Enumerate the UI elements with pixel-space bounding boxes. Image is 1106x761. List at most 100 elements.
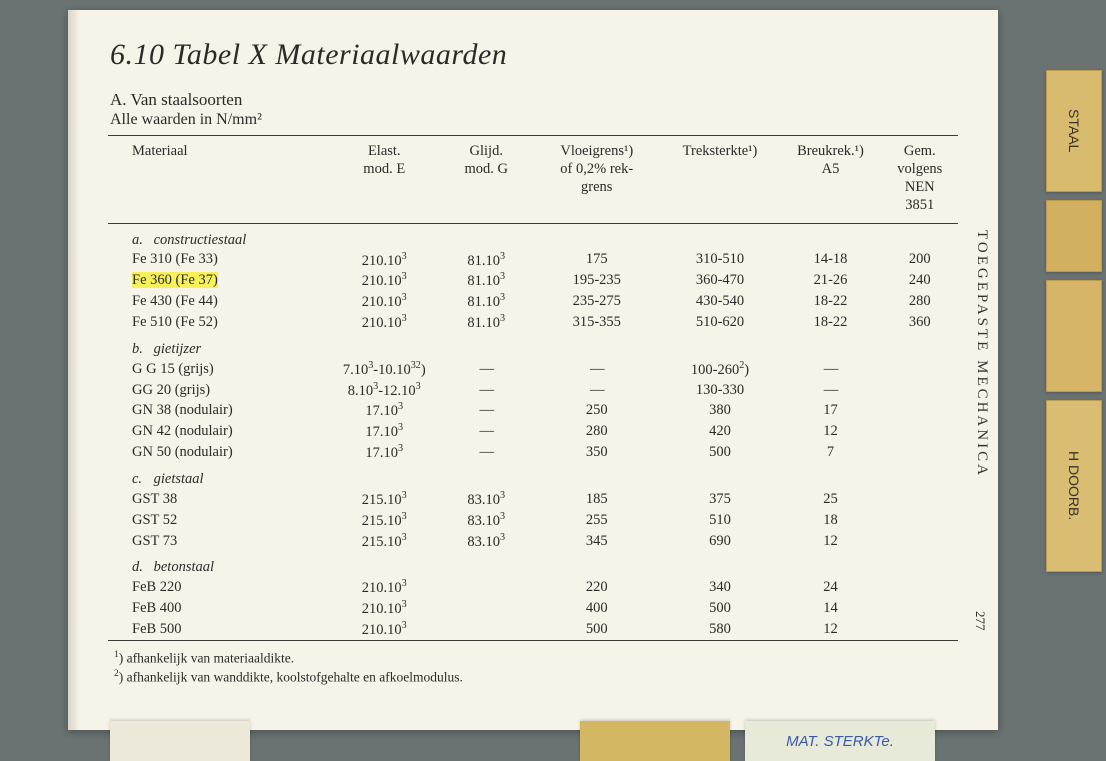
- table-cell: Fe 430 (Fe 44): [108, 291, 329, 312]
- footnote: 2) afhankelijk van wanddikte, koolstofge…: [114, 668, 958, 687]
- index-tab-bottom[interactable]: [110, 721, 250, 761]
- table-cell: 220: [533, 577, 661, 598]
- table-cell: 100-2602): [661, 359, 780, 380]
- table-cell: [882, 442, 959, 463]
- table-row: FeB 500210.103 50058012: [108, 619, 958, 640]
- table-row: GST 52215.10383.10325551018: [108, 510, 958, 531]
- table-cell: 340: [661, 577, 780, 598]
- index-tab-bottom[interactable]: [580, 721, 730, 761]
- table-cell: [882, 598, 959, 619]
- table-cell: 255: [533, 510, 661, 531]
- table-cell: 18-22: [780, 291, 882, 312]
- table-cell: GST 73: [108, 531, 329, 552]
- table-row: GG 20 (grijs)8.103-12.103——130-330—: [108, 380, 958, 401]
- table-cell: 130-330: [661, 380, 780, 401]
- table-cell: GST 52: [108, 510, 329, 531]
- table-cell: 25: [780, 489, 882, 510]
- table-cell: FeB 500: [108, 619, 329, 640]
- table-cell: 7: [780, 442, 882, 463]
- table-cell: 12: [780, 619, 882, 640]
- index-tab[interactable]: STAAL: [1046, 70, 1102, 192]
- table-cell: [440, 619, 534, 640]
- index-tab[interactable]: H DOORB.: [1046, 400, 1102, 572]
- index-tab[interactable]: [1046, 280, 1102, 392]
- table-cell: FeB 220: [108, 577, 329, 598]
- table-cell: 690: [661, 531, 780, 552]
- table-cell: 400: [533, 598, 661, 619]
- table-cell: 17.103: [329, 421, 440, 442]
- table-cell: [440, 598, 534, 619]
- table-cell: 215.103: [329, 489, 440, 510]
- table-cell: [882, 400, 959, 421]
- table-cell: 235-275: [533, 291, 661, 312]
- table-cell: 81.103: [440, 250, 534, 271]
- table-cell: 215.103: [329, 531, 440, 552]
- table-cell: 215.103: [329, 510, 440, 531]
- table-cell: 500: [533, 619, 661, 640]
- page-title: 6.10 Tabel X Materiaalwaarden: [110, 38, 958, 72]
- table-cell: GST 38: [108, 489, 329, 510]
- table-cell: 18-22: [780, 312, 882, 333]
- section-header: b. gietijzer: [108, 333, 958, 359]
- table-row: Fe 360 (Fe 37)210.10381.103195-235360-47…: [108, 270, 958, 291]
- table-cell: [882, 489, 959, 510]
- table-cell: 17.103: [329, 442, 440, 463]
- table-cell: 24: [780, 577, 882, 598]
- index-tab[interactable]: [1046, 200, 1102, 272]
- column-header: Glijd.mod. G: [440, 136, 534, 224]
- table-cell: —: [533, 359, 661, 380]
- table-row: GST 38215.10383.10318537525: [108, 489, 958, 510]
- table-cell: GG 20 (grijs): [108, 380, 329, 401]
- table-cell: 580: [661, 619, 780, 640]
- table-row: FeB 220210.103 22034024: [108, 577, 958, 598]
- table-row: FeB 400210.10340050014: [108, 598, 958, 619]
- column-header: Gem.volgensNEN3851: [882, 136, 959, 224]
- table-cell: —: [440, 359, 534, 380]
- table-cell: 280: [882, 291, 959, 312]
- table-cell: 310-510: [661, 250, 780, 271]
- table-cell: 350: [533, 442, 661, 463]
- table-row: Fe 510 (Fe 52)210.10381.103315-355510-62…: [108, 312, 958, 333]
- table-cell: 17.103: [329, 400, 440, 421]
- table-cell: 81.103: [440, 291, 534, 312]
- table-cell: —: [440, 421, 534, 442]
- table-row: Fe 310 (Fe 33)210.10381.103175310-51014-…: [108, 250, 958, 271]
- index-tab-bottom[interactable]: MAT. STERKTe.: [745, 721, 935, 761]
- table-cell: 210.103: [329, 577, 440, 598]
- table-cell: 83.103: [440, 531, 534, 552]
- table-cell: 210.103: [329, 312, 440, 333]
- table-row: GN 50 (nodulair)17.103—3505007: [108, 442, 958, 463]
- table-cell: Fe 510 (Fe 52): [108, 312, 329, 333]
- table-cell: 210.103: [329, 619, 440, 640]
- column-header: Elast.mod. E: [329, 136, 440, 224]
- side-running-title: TOEGEPASTE MECHANICA: [973, 230, 990, 478]
- table-cell: [882, 380, 959, 401]
- table-cell: 14-18: [780, 250, 882, 271]
- book-page: 6.10 Tabel X Materiaalwaarden A. Van sta…: [68, 10, 998, 730]
- table-cell: 175: [533, 250, 661, 271]
- table-cell: 7.103-10.1032): [329, 359, 440, 380]
- table-cell: [882, 577, 959, 598]
- table-cell: 510-620: [661, 312, 780, 333]
- table-cell: 500: [661, 598, 780, 619]
- table-cell: 81.103: [440, 270, 534, 291]
- table-cell: G G 15 (grijs): [108, 359, 329, 380]
- column-header: Breukrek.¹)A5: [780, 136, 882, 224]
- table-cell: 250: [533, 400, 661, 421]
- table-cell: —: [780, 359, 882, 380]
- table-cell: 210.103: [329, 598, 440, 619]
- table-cell: —: [780, 380, 882, 401]
- table-cell: [440, 577, 534, 598]
- table-cell: —: [440, 380, 534, 401]
- table-cell: 345: [533, 531, 661, 552]
- table-cell: 195-235: [533, 270, 661, 291]
- table-cell: [882, 359, 959, 380]
- table-cell: 14: [780, 598, 882, 619]
- table-cell: —: [440, 442, 534, 463]
- table-cell: 12: [780, 421, 882, 442]
- table-cell: 18: [780, 510, 882, 531]
- table-cell: 280: [533, 421, 661, 442]
- table-cell: 83.103: [440, 510, 534, 531]
- table-cell: [882, 619, 959, 640]
- table-cell: 380: [661, 400, 780, 421]
